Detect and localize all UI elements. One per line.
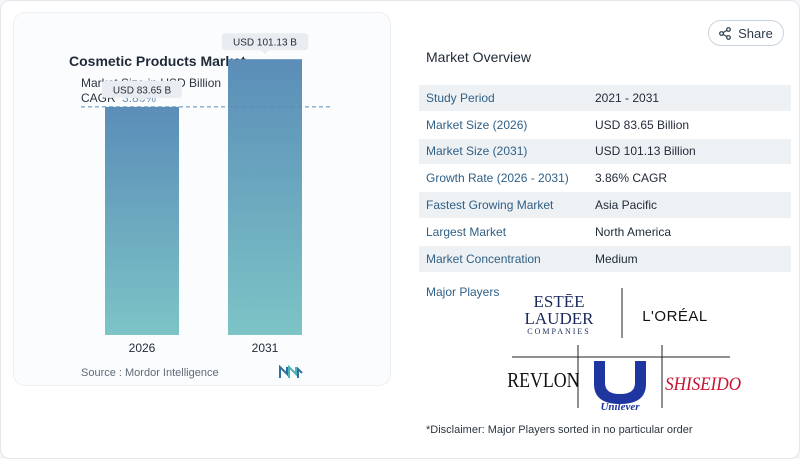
overview-value: USD 83.65 Billion: [595, 117, 690, 132]
major-players-logos: ESTĒE LAUDER COMPANIES L'ORÉAL REVLON Un…: [507, 288, 741, 411]
category-label: 2026: [129, 341, 156, 355]
overview-value: USD 101.13 Billion: [595, 144, 696, 159]
overview-label: Fastest Growing Market: [426, 198, 554, 213]
overview-value: 2021 - 2031: [595, 90, 660, 105]
share-button[interactable]: Share: [708, 20, 784, 46]
share-label: Share: [738, 25, 773, 41]
overview-label: Market Size (2031): [426, 144, 528, 159]
overview-row: Largest Market North America: [419, 218, 791, 246]
disclaimer: *Disclaimer: Major Players sorted in no …: [426, 424, 693, 436]
unilever-logo-icon: Unilever: [594, 361, 646, 411]
data-label-box: [221, 33, 309, 51]
data-label-box: [101, 80, 183, 98]
svg-text:COMPANIES: COMPANIES: [527, 327, 591, 336]
overview-value: Asia Pacific: [595, 198, 658, 213]
overview-label: Growth Rate (2026 - 2031): [426, 171, 569, 186]
overview-row: Fastest Growing Market Asia Pacific: [419, 192, 791, 219]
data-label: USD 83.65 B: [113, 85, 172, 96]
bar-2026: [105, 106, 179, 335]
chart-title: Cosmetic Products Market: [69, 53, 246, 69]
overview-title: Market Overview: [426, 49, 532, 65]
overview-row: Market Size (2031) USD 101.13 Billion: [419, 138, 791, 166]
overview-label: Study Period: [426, 90, 495, 105]
svg-text:Unilever: Unilever: [600, 401, 640, 411]
estee-lauder-logo-icon: ESTĒE LAUDER COMPANIES: [525, 292, 595, 336]
shiseido-logo-icon: SHISEIDO: [665, 373, 741, 394]
overview-row: Market Concentration Medium: [419, 245, 791, 273]
category-label: 2031: [252, 341, 279, 355]
overview-table: Study Period 2021 - 2031 Market Size (20…: [419, 85, 791, 273]
overview-value: North America: [595, 224, 672, 239]
revlon-logo-icon: REVLON: [507, 370, 579, 393]
overview-row: Study Period 2021 - 2031: [419, 85, 791, 112]
bar-2031: [228, 59, 302, 335]
overview-label: Market Concentration: [426, 251, 541, 266]
share-icon: [719, 26, 732, 40]
svg-text:ESTĒE: ESTĒE: [534, 292, 585, 311]
source-note: Source : Mordor Intelligence: [81, 367, 219, 379]
overview-label: Market Size (2026): [426, 117, 528, 132]
overview-value: 3.86% CAGR: [595, 171, 668, 186]
data-label: USD 101.13 B: [233, 38, 297, 49]
chart-card: [13, 12, 391, 386]
overview-row: Market Size (2026) USD 83.65 Billion: [419, 111, 791, 139]
mordor-logo-icon: [279, 365, 303, 378]
overview-value: Medium: [595, 251, 638, 266]
loreal-logo-icon: L'ORÉAL: [642, 308, 708, 325]
data-label-pointer: [138, 97, 146, 102]
bar-chart: USD 83.65 B 2026 USD 101.13 B 2031: [81, 33, 331, 355]
overview-label: Largest Market: [426, 224, 507, 239]
data-label-pointer: [261, 50, 269, 55]
overview-row: Growth Rate (2026 - 2031) 3.86% CAGR: [419, 165, 791, 193]
major-players-label: Major Players: [426, 285, 500, 299]
svg-text:LAUDER: LAUDER: [525, 309, 595, 328]
